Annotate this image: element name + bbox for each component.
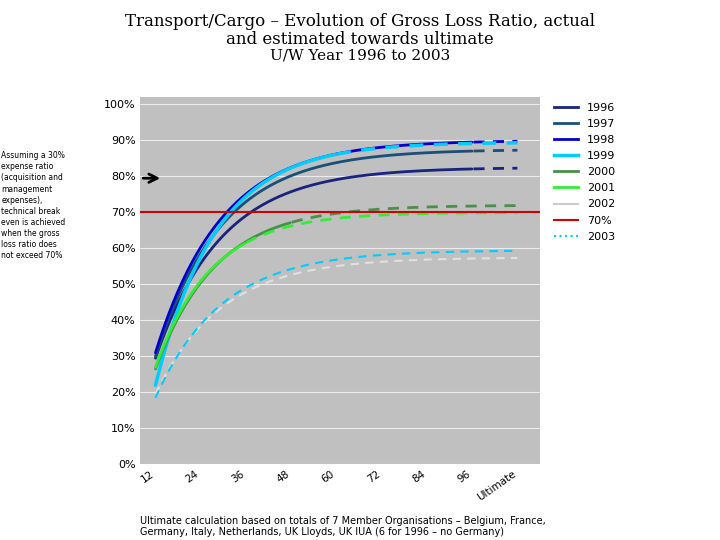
Text: U/W Year 1996 to 2003: U/W Year 1996 to 2003	[270, 49, 450, 63]
Text: Assuming a 30%
expense ratio
(acquisition and
management
expenses),
technical br: Assuming a 30% expense ratio (acquisitio…	[1, 151, 66, 260]
Legend: 1996, 1997, 1998, 1999, 2000, 2001, 2002, 70%, 2003: 1996, 1997, 1998, 1999, 2000, 2001, 2002…	[554, 103, 616, 241]
Text: Ultimate calculation based on totals of 7 Member Organisations – Belgium, France: Ultimate calculation based on totals of …	[140, 516, 546, 537]
Text: Transport/Cargo – Evolution of Gross Loss Ratio, actual: Transport/Cargo – Evolution of Gross Los…	[125, 14, 595, 30]
Text: and estimated towards ultimate: and estimated towards ultimate	[226, 31, 494, 48]
